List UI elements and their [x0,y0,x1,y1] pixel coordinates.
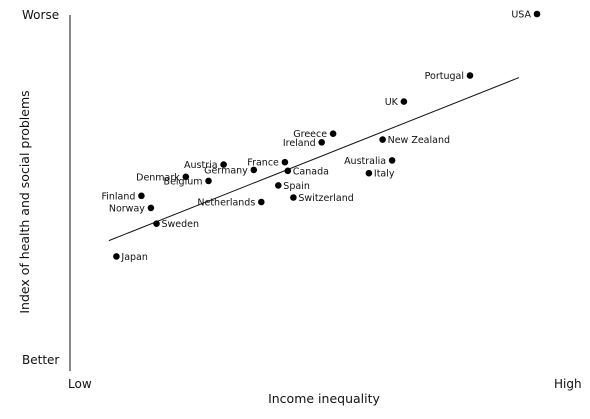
point-label-spain: Spain [283,181,310,192]
point-label-uk: UK [385,97,399,108]
point-label-usa: USA [511,10,531,21]
point-label-canada: Canada [293,166,329,177]
x-axis-title: Income inequality [268,391,380,406]
x-tick-label-high: High [554,377,582,391]
point-label-portugal: Portugal [425,71,464,82]
data-point-sweden [153,220,160,227]
y-tick-label-low: Better [22,353,59,367]
y-axis-title: Index of health and social problems [17,90,32,313]
point-label-sweden: Sweden [162,219,200,230]
data-point-netherlands [258,198,265,206]
point-label-belgium: Belgium [164,176,203,187]
data-point-canada [284,167,292,175]
y-tick-label-high: Worse [22,8,59,22]
data-point-france [281,158,289,166]
data-point-norway [147,204,155,212]
data-point-new-zealand [379,136,386,143]
data-point-uk [400,98,408,105]
point-label-finland: Finland [101,191,135,202]
data-point-switzerland [290,194,297,201]
data-point-germany [250,166,258,174]
data-point-italy [365,169,373,177]
point-label-france: France [247,158,279,169]
point-label-switzerland: Switzerland [298,193,353,204]
data-point-australia [388,157,396,164]
point-label-new-zealand: New Zealand [388,135,450,146]
point-label-greece: Greece [293,129,327,140]
x-tick-label-low: Low [68,377,92,391]
data-point-portugal [466,72,474,79]
point-label-norway: Norway [109,203,145,214]
data-point-austria [220,161,227,168]
trend-line [108,77,520,242]
point-label-australia: Australia [344,156,386,167]
data-point-belgium [205,177,212,185]
data-point-finland [138,192,145,200]
data-point-ireland [318,139,326,146]
point-label-italy: Italy [374,169,395,180]
point-label-netherlands: Netherlands [197,198,255,209]
point-label-denmark: Denmark [136,172,180,183]
point-label-austria: Austria [184,160,218,171]
data-point-spain [275,182,282,189]
data-point-japan [113,253,120,260]
data-point-usa [533,10,541,18]
point-label-japan: Japan [120,252,147,263]
point-label-germany: Germany [204,165,248,176]
point-label-ireland: Ireland [283,138,316,149]
data-point-greece [329,130,337,137]
data-point-denmark [182,173,190,181]
